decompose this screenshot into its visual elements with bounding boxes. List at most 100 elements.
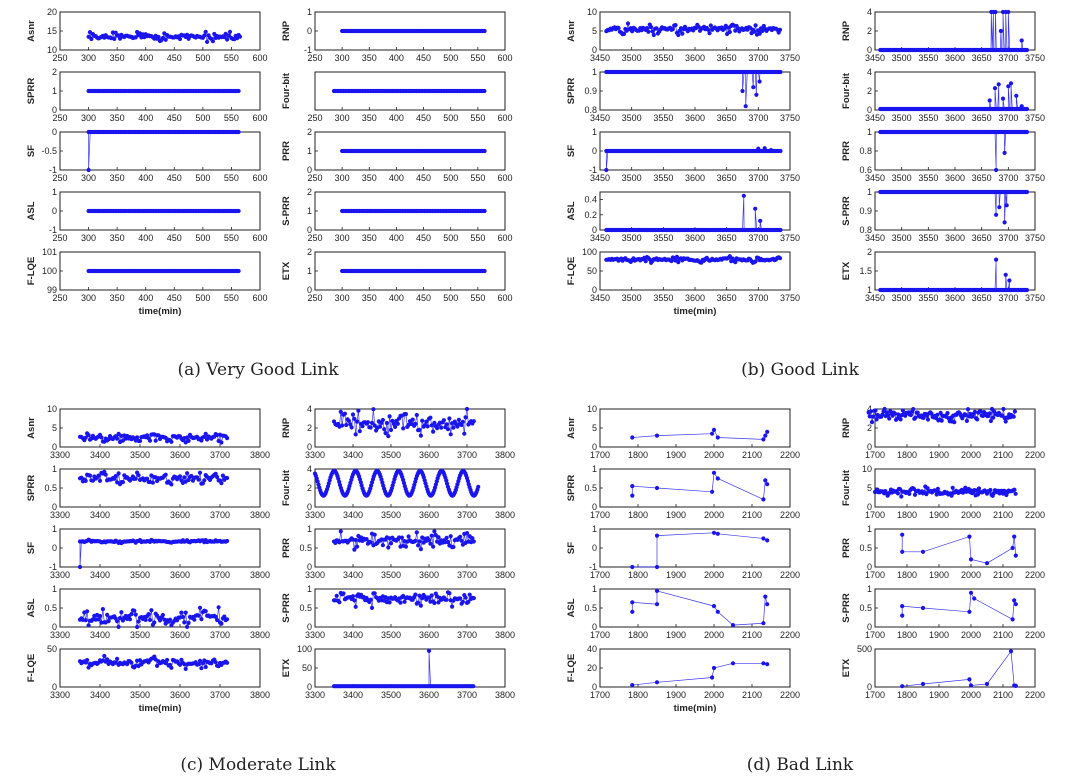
data-point: [155, 663, 160, 669]
x-tick-label: 2200: [780, 570, 800, 580]
data-point: [86, 433, 91, 438]
x-tick-label: 600: [497, 173, 512, 183]
data-point: [651, 32, 656, 38]
data-point: [349, 425, 354, 430]
data-point: [388, 427, 394, 433]
x-tick-label: 3600: [685, 113, 705, 123]
plot-frame: [314, 408, 506, 448]
data-point: [1014, 93, 1019, 98]
y-tick-label: 0.8: [859, 225, 872, 235]
y-tick-label: 0.5: [44, 603, 57, 613]
x-tick-label: 1900: [929, 690, 949, 700]
data-point: [753, 23, 758, 28]
data-point: [471, 419, 476, 424]
data-point: [887, 416, 892, 421]
y-tick-label: -1: [304, 45, 312, 55]
x-tick-label: 3450: [590, 173, 610, 183]
x-tick-label: 350: [110, 233, 125, 243]
data-point: [429, 423, 434, 428]
x-tick-label: 300: [335, 113, 350, 123]
data-point: [972, 409, 978, 414]
y-tick-label: 10: [47, 404, 57, 414]
data-point: [482, 28, 487, 34]
data-point: [710, 431, 715, 436]
data-point: [431, 429, 436, 434]
subplot-d-sf: 1700 1800 1900 2000 2100 2200 -1 0 1 SF: [566, 524, 800, 580]
data-point: [192, 617, 197, 622]
x-tick-label: 3650: [717, 173, 737, 183]
data-point: [185, 624, 190, 630]
x-tick-label: 3650: [717, 233, 737, 243]
x-tick-label: 3750: [1025, 233, 1045, 243]
x-tick-label: 3550: [653, 173, 673, 183]
data-point: [900, 604, 905, 609]
data-point: [417, 539, 422, 544]
data-point: [1024, 287, 1030, 293]
data-point: [439, 425, 444, 430]
x-tick-label: 450: [167, 233, 182, 243]
x-tick-label: 400: [389, 293, 404, 303]
data-point: [445, 427, 451, 432]
y-tick-label: 20: [47, 7, 57, 17]
data-point: [386, 545, 391, 550]
x-tick-label: 3450: [865, 53, 885, 63]
data-point: [765, 662, 770, 667]
y-axis-label: SPRR: [26, 78, 37, 105]
y-tick-label: 0.5: [299, 603, 312, 613]
y-axis-label: SPRR: [566, 475, 577, 502]
y-axis-label: F-LQE: [566, 654, 577, 683]
x-tick-label: 1700: [590, 510, 610, 520]
data-point: [136, 473, 141, 478]
x-tick-label: 3700: [998, 233, 1018, 243]
subplot-c-etx: 3300 3400 3500 3600 3700 3800 0 50 100 ETX: [281, 644, 515, 700]
data-point: [978, 409, 983, 414]
x-tick-label: 450: [167, 53, 182, 63]
data-point: [778, 69, 783, 75]
subplot-a-etx: 250 300 350 400 450 500 550 600 0 1 2 ETX: [281, 247, 513, 303]
data-point: [900, 532, 905, 537]
x-tick-label: 3700: [748, 173, 768, 183]
data-point: [869, 420, 875, 425]
x-tick-label: 3800: [250, 450, 270, 460]
y-tick-label: 0: [592, 285, 597, 295]
data-point: [129, 660, 134, 665]
data-point: [448, 432, 453, 437]
x-tick-label: 300: [81, 53, 96, 63]
series-line: [631, 590, 768, 626]
x-tick-label: 600: [252, 293, 267, 303]
data-point: [706, 27, 711, 32]
x-tick-label: 3500: [130, 450, 150, 460]
data-point: [413, 538, 418, 544]
data-point: [185, 471, 190, 476]
data-point: [925, 417, 931, 422]
x-tick-label: 600: [497, 113, 512, 123]
data-point: [395, 421, 400, 426]
data-point: [143, 617, 148, 623]
data-point: [654, 564, 660, 570]
data-point: [196, 662, 201, 667]
data-point: [169, 482, 174, 487]
data-point: [670, 27, 675, 32]
data-point: [165, 657, 170, 663]
data-point: [447, 416, 452, 421]
data-point: [163, 472, 168, 477]
y-tick-label: 0: [592, 543, 597, 553]
x-tick-label: 300: [335, 53, 350, 63]
y-tick-label: 0: [867, 502, 872, 512]
data-point: [765, 538, 770, 543]
x-tick-label: 3550: [653, 113, 673, 123]
data-point: [873, 408, 878, 413]
data-point: [470, 536, 475, 541]
series-line: [902, 650, 1016, 687]
x-tick-label: 3300: [305, 450, 325, 460]
data-point: [450, 604, 455, 609]
data-point: [1012, 598, 1017, 603]
x-tick-label: 3800: [495, 630, 515, 640]
y-tick-label: 1: [592, 67, 597, 77]
data-point: [646, 29, 651, 34]
x-tick-label: 3500: [381, 570, 401, 580]
data-point: [106, 619, 111, 624]
subplot-c-s-prr: 3300 3400 3500 3600 3700 3800 0 0.5 1 S-PRR: [281, 584, 515, 640]
x-tick-label: 3400: [343, 630, 363, 640]
